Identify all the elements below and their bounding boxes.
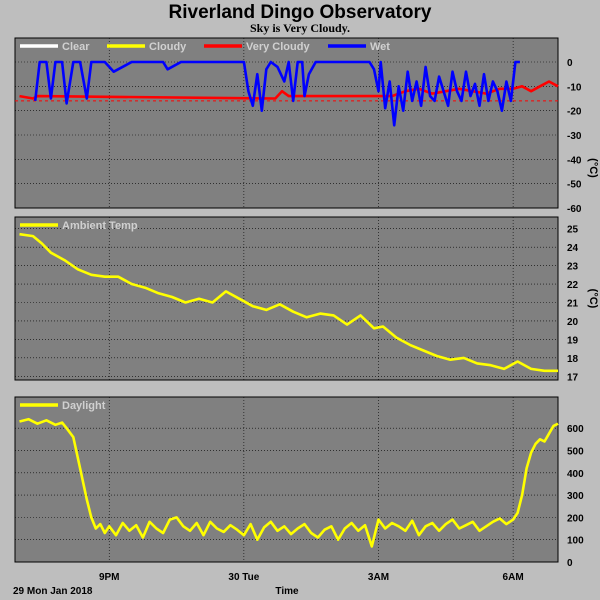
sky-y-tick-label: -20 <box>567 107 582 118</box>
wet-series-line <box>33 60 520 127</box>
very-cloudy-legend-label: Very Cloudy <box>246 41 310 53</box>
daylight-y-tick-label: 500 <box>567 446 584 457</box>
ambient-unit-label: (°C) <box>587 289 599 309</box>
very-cloudy-series-line <box>19 80 559 100</box>
time-tick-label: 9PM <box>99 572 120 583</box>
daylight-y-tick-label: 300 <box>567 491 584 502</box>
ambient-y-tick-label: 19 <box>567 335 579 346</box>
sky-y-tick-label: -60 <box>567 204 582 215</box>
ambient-y-tick-label: 20 <box>567 317 579 328</box>
ambient-y-tick-label: 24 <box>567 243 579 254</box>
time-tick-label: 30 Tue <box>228 572 259 583</box>
ambient-y-tick-label: 25 <box>567 225 579 236</box>
time-tick-label: 3AM <box>368 572 389 583</box>
clear-legend-label: Clear <box>62 41 90 53</box>
daylight-legend-label: Daylight <box>62 400 106 412</box>
ambient-y-tick-label: 17 <box>567 372 579 383</box>
sky-y-tick-label: -30 <box>567 131 582 142</box>
ambient-temp-series-line <box>19 232 558 373</box>
ambient-y-tick-label: 21 <box>567 299 579 310</box>
sky-y-tick-label: 0 <box>567 58 573 69</box>
chart-title: Riverland Dingo Observatory <box>169 2 432 23</box>
sky-unit-label: (°C) <box>587 158 599 178</box>
ambient-y-tick-label: 22 <box>567 280 579 291</box>
time-axis: 9PM 30 Tue 3AM 6AM <box>99 572 524 583</box>
ambient-temperature-panel: 17 18 19 20 21 22 23 24 25 (°C) Ambient Temp <box>14 216 599 383</box>
sky-y-tick-label: -10 <box>567 82 582 93</box>
sky-temperature-panel: 0 -10 -20 -30 -40 -50 -60 (°C) Clear Cloudy Very C… <box>14 37 599 215</box>
daylight-y-tick-label: 100 <box>567 536 584 547</box>
daylight-panel: 0 100 200 300 400 500 600 Daylight <box>14 396 584 569</box>
sky-status-subtitle: Sky is Very Cloudy. <box>250 21 350 35</box>
sky-plot-area <box>14 37 559 209</box>
daylight-plot-area <box>14 396 559 563</box>
daylight-series-line <box>19 417 559 548</box>
cloudy-legend-label: Cloudy <box>149 41 187 53</box>
ambient-y-tick-label: 18 <box>567 354 579 365</box>
daylight-y-tick-label: 400 <box>567 469 584 480</box>
daylight-y-tick-label: 600 <box>567 424 584 435</box>
ambient-y-tick-label: 23 <box>567 262 579 273</box>
footer-date: 29 Mon Jan 2018 <box>13 586 93 597</box>
daylight-y-tick-label: 200 <box>567 513 584 524</box>
time-axis-label: Time <box>275 586 299 597</box>
sky-y-tick-label: -40 <box>567 155 582 166</box>
time-tick-label: 6AM <box>503 572 524 583</box>
wet-legend-label: Wet <box>370 41 390 53</box>
daylight-y-tick-label: 0 <box>567 558 573 569</box>
ambient-temp-legend-label: Ambient Temp <box>62 220 138 232</box>
sky-y-tick-label: -50 <box>567 180 582 191</box>
ambient-plot-area <box>14 216 559 381</box>
